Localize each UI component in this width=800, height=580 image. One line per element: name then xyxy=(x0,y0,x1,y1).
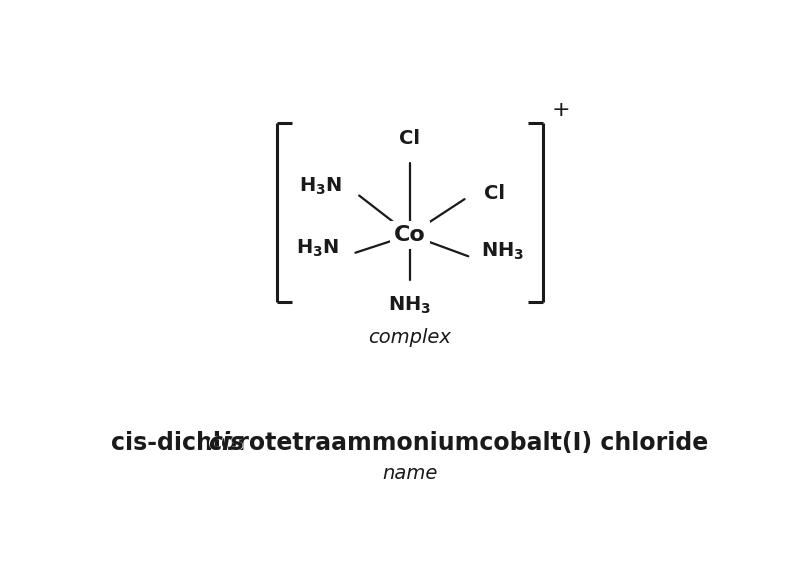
Text: $\mathbf{NH_3}$: $\mathbf{NH_3}$ xyxy=(388,295,432,317)
Text: name: name xyxy=(382,464,438,483)
Text: +: + xyxy=(551,100,570,119)
Text: $\mathbf{H_3N}$: $\mathbf{H_3N}$ xyxy=(298,176,342,197)
Text: cis: cis xyxy=(208,430,245,455)
Text: $\mathbf{NH_3}$: $\mathbf{NH_3}$ xyxy=(482,241,525,263)
Text: cis-dichlorotetraammoniumcobalt(I) chloride: cis-dichlorotetraammoniumcobalt(I) chlor… xyxy=(111,430,709,455)
Text: cis: cis xyxy=(208,430,245,455)
Text: $\mathbf{H_3N}$: $\mathbf{H_3N}$ xyxy=(296,238,338,259)
Text: Cl: Cl xyxy=(485,184,506,203)
Text: Cl: Cl xyxy=(399,129,421,148)
Text: Co: Co xyxy=(394,225,426,245)
Text: complex: complex xyxy=(369,328,451,347)
